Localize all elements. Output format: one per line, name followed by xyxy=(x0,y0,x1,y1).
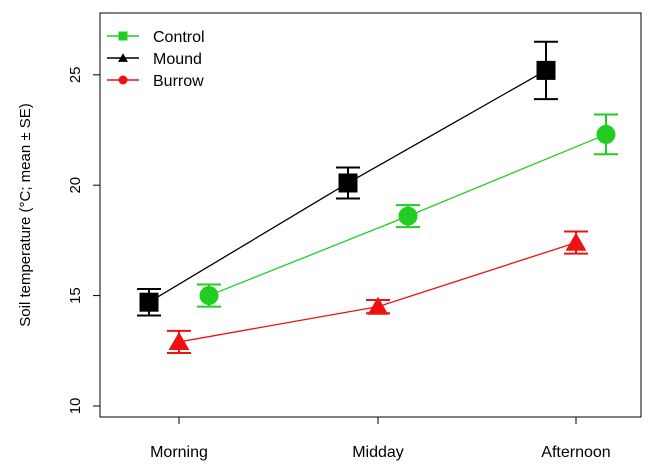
data-point xyxy=(168,332,190,351)
data-point xyxy=(139,292,159,312)
y-axis-label: Soil temperature (°C; mean ± SE) xyxy=(17,103,34,326)
legend: Control Mound Burrow xyxy=(107,29,205,90)
data-point xyxy=(596,124,616,144)
legend-label: Burrow xyxy=(153,73,204,90)
series-layer xyxy=(137,40,618,354)
data-point xyxy=(536,60,556,80)
legend-item: Mound xyxy=(107,51,202,68)
legend-label: Mound xyxy=(153,51,202,68)
series-triangle xyxy=(167,230,588,354)
legend-marker xyxy=(118,75,128,85)
data-point xyxy=(398,206,418,226)
data-point xyxy=(367,296,389,315)
x-axis: Morning Midday Afternoon xyxy=(150,416,611,461)
legend-marker xyxy=(118,53,128,62)
y-tick-label: 25 xyxy=(67,66,84,83)
y-tick-label: 15 xyxy=(67,287,84,304)
x-tick-label: Afternoon xyxy=(541,444,610,461)
series-circle xyxy=(197,113,618,308)
legend-item: Control xyxy=(107,29,205,46)
data-point xyxy=(338,173,358,193)
series-square xyxy=(137,40,558,317)
data-point xyxy=(199,286,219,306)
legend-label: Control xyxy=(153,29,205,46)
y-tick-label: 10 xyxy=(67,398,84,415)
y-tick-label: 20 xyxy=(67,177,84,194)
series-line xyxy=(178,241,577,343)
legend-marker xyxy=(118,31,128,41)
x-tick-label: Morning xyxy=(150,444,208,461)
data-point xyxy=(565,232,587,251)
y-axis: 10 15 20 25 xyxy=(67,66,101,415)
legend-item: Burrow xyxy=(107,73,204,90)
x-tick-label: Midday xyxy=(352,444,404,461)
